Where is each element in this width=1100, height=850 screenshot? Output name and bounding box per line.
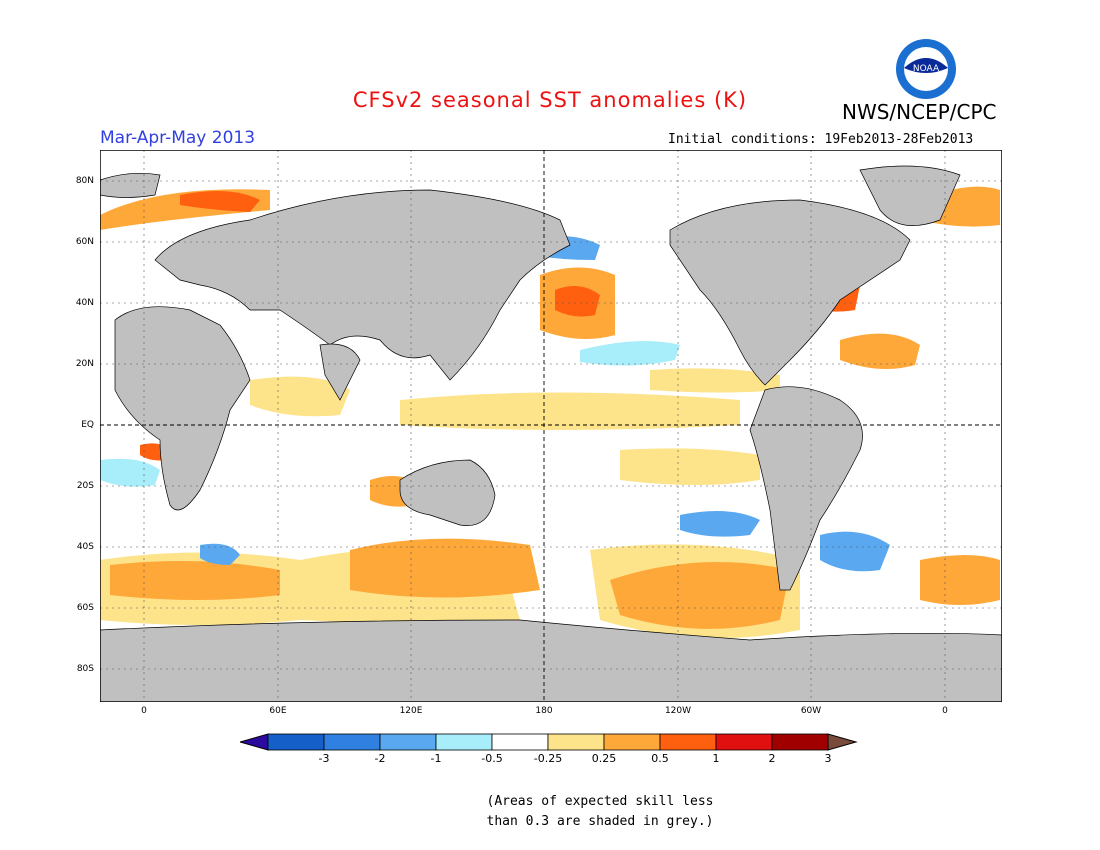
colorbar-high-arrow	[827, 733, 858, 751]
lat-label: 60N	[75, 237, 94, 247]
colorbar-segment	[323, 733, 381, 751]
colorbar-segment	[547, 733, 605, 751]
lat-label: EQ	[81, 420, 94, 430]
colorbar-label: 1	[712, 752, 720, 765]
colorbar	[240, 733, 858, 751]
lon-label: 0	[942, 706, 948, 716]
lon-label: 120E	[399, 706, 423, 716]
svg-text:NOAA: NOAA	[913, 64, 940, 74]
lon-label: 120W	[664, 706, 692, 716]
lat-label: 40S	[76, 542, 94, 552]
colorbar-label: -2	[374, 752, 386, 765]
colorbar-label: -3	[318, 752, 330, 765]
colorbar-segment	[491, 733, 549, 751]
forecast-period: Mar-Apr-May 2013	[100, 128, 256, 148]
colorbar-segment	[267, 733, 325, 751]
land-masses	[100, 165, 1002, 702]
noaa-logo: NOAA	[896, 39, 956, 99]
lon-label: 0	[141, 706, 147, 716]
lat-label: 80N	[75, 176, 94, 186]
lon-label: 60W	[800, 706, 822, 716]
equator-dateline	[100, 150, 1002, 702]
skill-note-line-1: (Areas of expected skill less	[486, 794, 714, 809]
colorbar-label: 0.5	[651, 752, 669, 765]
colorbar-label: -0.25	[533, 752, 563, 765]
colorbar-label: -1	[430, 752, 442, 765]
lon-label: 60E	[269, 706, 287, 716]
colorbar-segment	[715, 733, 773, 751]
colorbar-segment	[379, 733, 437, 751]
colorbar-label: -0.5	[481, 752, 503, 765]
colorbar-label: 3	[824, 752, 832, 765]
colorbar-label: 2	[768, 752, 776, 765]
chart-title: CFSv2 seasonal SST anomalies (K)	[352, 88, 748, 112]
initial-conditions: Initial conditions: 19Feb2013-28Feb2013	[668, 132, 974, 147]
colorbar-segment	[603, 733, 661, 751]
colorbar-segment	[771, 733, 829, 751]
lat-label: 20S	[76, 481, 94, 491]
lon-label: 180	[535, 706, 553, 716]
colorbar-segment	[659, 733, 717, 751]
colorbar-low-arrow	[240, 733, 269, 751]
map-gridlines	[100, 150, 1002, 702]
lat-label: 40N	[75, 298, 94, 308]
lat-label: 20N	[75, 359, 94, 369]
skill-note-line-2: than 0.3 are shaded in grey.)	[486, 814, 714, 829]
lat-label: 60S	[76, 603, 94, 613]
colorbar-segment	[435, 733, 493, 751]
agency-label: NWS/NCEP/CPC	[842, 100, 997, 124]
lat-label: 80S	[76, 664, 94, 674]
sst-anomaly-map	[100, 150, 1002, 702]
colorbar-label: 0.25	[591, 752, 617, 765]
skill-note: (Areas of expected skill less than 0.3 a…	[470, 792, 730, 832]
